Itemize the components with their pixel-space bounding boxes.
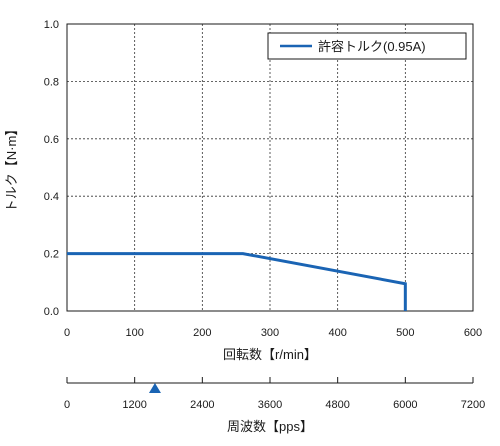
y-axis-ticks: 0.0 0.2 0.4 0.6 0.8 1.0 <box>44 19 59 318</box>
y-tick-label: 0.0 <box>44 306 59 318</box>
frequency-tick-label: 3600 <box>258 399 282 411</box>
frequency-tick-label: 7200 <box>461 399 485 411</box>
x-axis-title: 回転数【r/min】 <box>223 347 317 362</box>
x-tick-label: 300 <box>261 327 279 339</box>
y-tick-label: 0.6 <box>44 134 59 146</box>
y-tick-label: 0.4 <box>44 191 59 203</box>
frequency-tick-label: 6000 <box>393 399 417 411</box>
x-axis-ticks: 0 100 200 300 400 500 600 <box>64 327 482 339</box>
x-tick-label: 600 <box>464 327 482 339</box>
frequency-marker-triangle <box>148 383 161 393</box>
frequency-tick-label: 4800 <box>325 399 349 411</box>
y-tick-label: 0.8 <box>44 76 59 88</box>
plot-frame <box>66 23 474 312</box>
x-tick-label: 400 <box>328 327 346 339</box>
series-layer <box>67 252 407 311</box>
frequency-axis-ticks: 0 1200 2400 3600 4800 6000 7200 <box>64 377 485 411</box>
legend-label: 許容トルク(0.95A) <box>318 39 426 54</box>
y-tick-label: 0.2 <box>44 249 59 261</box>
y-axis-title: トルク【N·m】 <box>4 123 19 213</box>
frequency-axis-title: 周波数【pps】 <box>227 419 313 434</box>
frequency-tick-label: 0 <box>64 399 70 411</box>
x-tick-label: 500 <box>396 327 414 339</box>
y-tick-label: 1.0 <box>44 19 59 31</box>
legend: 許容トルク(0.95A) <box>267 32 467 60</box>
series-line <box>67 252 407 311</box>
x-tick-label: 100 <box>125 327 143 339</box>
grid <box>67 24 473 311</box>
frequency-tick-label: 1200 <box>122 399 146 411</box>
frequency-axis: 0 1200 2400 3600 4800 6000 7200 周波数【pps】 <box>64 377 485 434</box>
x-tick-label: 200 <box>193 327 211 339</box>
x-tick-label: 0 <box>64 327 70 339</box>
frequency-tick-label: 2400 <box>190 399 214 411</box>
